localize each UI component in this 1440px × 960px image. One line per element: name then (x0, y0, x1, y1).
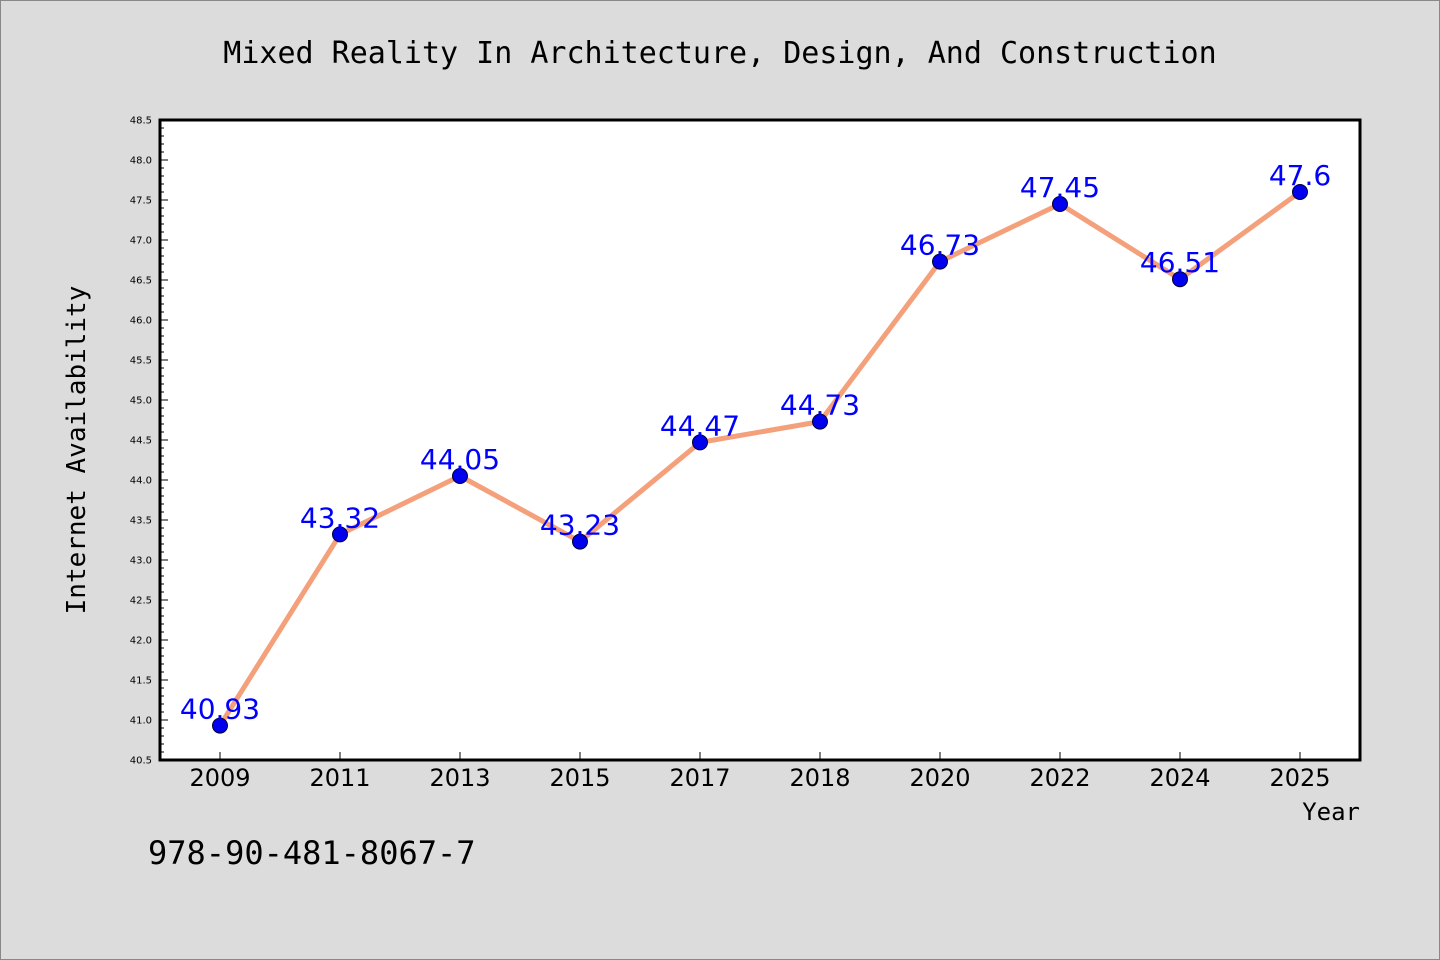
isbn-text: 978-90-481-8067-7 (148, 834, 476, 872)
data-label: 46.51 (1140, 246, 1220, 279)
data-point (332, 526, 348, 543)
series-line (217, 189, 1302, 727)
data-label: 47.45 (1020, 171, 1100, 204)
y-tick-label: 41.5 (130, 676, 152, 687)
data-label: 46.73 (900, 229, 980, 262)
y-tick-label: 43.5 (130, 516, 152, 527)
data-label: 44.47 (660, 409, 740, 442)
x-axis: 2009 2011 2013 2015 2017 2018 2020 2022 2024 2025 (189, 752, 1331, 792)
data-label: 44.05 (420, 443, 500, 476)
y-tick-label: 44.0 (130, 476, 152, 487)
data-label: 47.6 (1269, 159, 1331, 192)
y-tick-label: 48.5 (130, 116, 152, 127)
x-tick-label: 2013 (429, 764, 490, 792)
y-tick-label: 47.0 (130, 236, 152, 247)
x-tick-label: 2020 (909, 764, 970, 792)
x-tick-label: 2022 (1029, 764, 1090, 792)
data-point (452, 468, 468, 484)
x-tick-label: 2018 (789, 764, 850, 792)
y-tick-label: 48.0 (130, 156, 152, 167)
y-axis-label: Internet Availability (62, 286, 92, 615)
y-tick-label: 40.5 (130, 756, 152, 767)
y-tick-label: 46.0 (130, 316, 152, 327)
y-axis: 40.5 41.0 41.5 42.0 42.5 43.0 43.5 44.0 44.5 45.0… (130, 116, 168, 767)
data-point (572, 533, 588, 550)
y-tick-label: 42.0 (130, 636, 152, 647)
x-tick-label: 2009 (189, 764, 250, 792)
x-tick-label: 2017 (669, 764, 730, 792)
y-tick-label: 45.0 (130, 396, 152, 407)
data-point (1292, 184, 1308, 200)
data-point (812, 413, 828, 430)
y-tick-label: 42.5 (130, 596, 152, 607)
data-label: 44.73 (780, 389, 860, 422)
series-layer: 40.93 43.32 44.05 43.23 44.47 44.73 46.73 47.45… (180, 159, 1331, 734)
data-point (1172, 271, 1188, 288)
x-tick-label: 2025 (1269, 764, 1330, 792)
data-point (932, 253, 948, 270)
x-tick-label: 2015 (549, 764, 610, 792)
data-point (692, 434, 708, 451)
x-tick-label: 2024 (1149, 764, 1210, 792)
data-label: 43.32 (300, 501, 380, 534)
data-point (212, 717, 228, 734)
y-tick-label: 41.0 (130, 716, 152, 727)
x-axis-label: Year (1302, 798, 1360, 826)
x-tick-label: 2011 (309, 764, 370, 792)
chart-title: Mixed Reality In Architecture, Design, A… (223, 36, 1216, 71)
data-label: 40.93 (180, 693, 260, 726)
y-tick-label: 43.0 (130, 556, 152, 567)
y-tick-label: 47.5 (130, 196, 152, 207)
y-tick-label: 44.5 (130, 436, 152, 447)
data-point (1052, 196, 1068, 212)
y-tick-label: 45.5 (130, 356, 152, 367)
y-tick-label: 46.5 (130, 276, 152, 287)
plot-area (158, 118, 1362, 762)
data-label: 43.23 (540, 509, 620, 542)
